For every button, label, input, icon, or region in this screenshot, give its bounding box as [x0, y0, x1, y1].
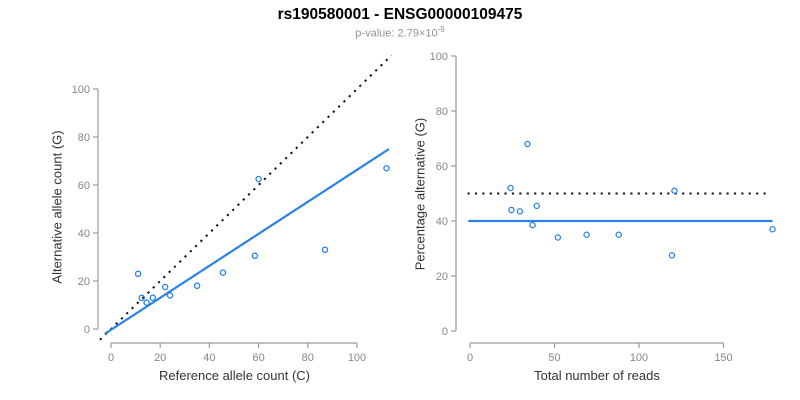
x-tick-label: 100: [630, 352, 648, 364]
x-tick-label: 50: [548, 352, 560, 364]
left-y-axis-title: Alternative allele count (G): [49, 130, 65, 284]
data-point: [219, 269, 227, 276]
y-tick-label: 100: [72, 84, 90, 96]
data-point: [583, 231, 590, 238]
data-point: [383, 164, 390, 172]
x-tick-label: 0: [467, 352, 473, 364]
data-point: [138, 294, 145, 302]
right-scatter-plot: 0 20 40 60 80 100 0 50 100 150: [430, 51, 776, 364]
y-tick-label: 20: [78, 276, 90, 288]
x-tick-label: 150: [714, 352, 732, 364]
x-tick-label: 100: [348, 352, 366, 364]
y-tick-label: 60: [78, 180, 90, 192]
data-point: [554, 234, 562, 241]
data-point: [769, 225, 776, 233]
data-point: [668, 252, 676, 259]
pvalue-text: p-value: 2.79×10: [355, 27, 438, 40]
right-x-axis-title: Total number of reads: [534, 368, 660, 383]
data-point: [251, 252, 259, 260]
right-y-axis-title: Percentage alternative (G): [412, 117, 428, 271]
y-tick-label: 20: [436, 271, 448, 283]
y-tick-label: 0: [442, 326, 448, 338]
y-tick-label: 40: [78, 228, 90, 240]
data-point: [134, 270, 142, 278]
data-point: [516, 208, 524, 215]
data-point: [533, 202, 541, 210]
y-tick-label: 0: [84, 324, 90, 336]
y-tick-label: 60: [436, 161, 448, 173]
y-tick-label: 40: [436, 216, 448, 228]
x-tick-label: 80: [302, 352, 314, 364]
x-tick-label: 40: [203, 352, 215, 364]
fit-line: [104, 148, 390, 335]
y-tick-label: 80: [78, 132, 90, 144]
pvalue-exponent: -9: [437, 25, 445, 34]
left-x-axis-title: Reference allele count (C): [158, 368, 311, 383]
data-point: [161, 283, 169, 291]
data-point: [671, 187, 678, 194]
data-point: [524, 140, 531, 148]
data-point: [615, 231, 622, 238]
data-point: [321, 246, 329, 254]
data-point: [255, 175, 262, 183]
y-tick-label: 80: [436, 106, 448, 118]
x-tick-label: 20: [154, 352, 166, 364]
data-point: [508, 206, 515, 214]
data-point: [166, 292, 174, 299]
data-point: [143, 299, 150, 306]
identity-line: [99, 54, 393, 341]
x-tick-label: 0: [108, 352, 114, 364]
data-point: [193, 282, 201, 290]
page-title: rs190580001 - ENSG00000109475: [277, 6, 523, 23]
data-point: [529, 221, 536, 229]
x-tick-label: 60: [252, 352, 264, 364]
left-scatter-plot: 0 20 40 60 80 100 0 20 40 60 80 100: [72, 54, 393, 364]
data-point: [507, 184, 514, 192]
page-subtitle: p-value: 2.79×10-9: [0, 25, 800, 40]
y-tick-label: 100: [430, 51, 448, 63]
data-point: [149, 294, 157, 302]
